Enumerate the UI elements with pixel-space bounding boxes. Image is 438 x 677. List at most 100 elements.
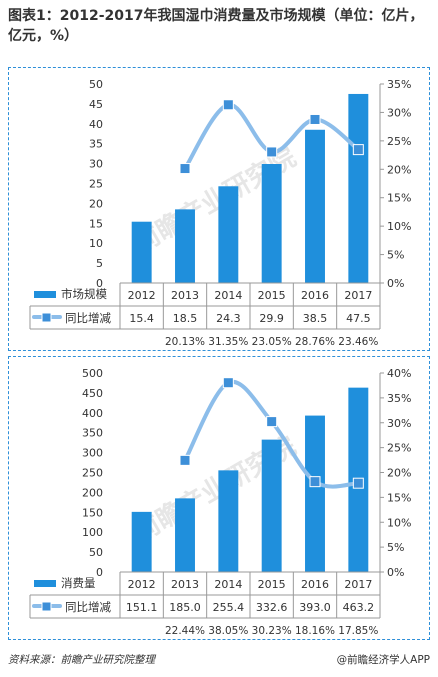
growth-point-2015 bbox=[266, 146, 278, 158]
right-axis-tick-label: 0% bbox=[387, 277, 404, 290]
growth-value-label: 38.05% bbox=[208, 625, 248, 637]
bar-value-label: 24.3 bbox=[216, 312, 241, 325]
growth-value-label: 28.76% bbox=[295, 336, 335, 348]
bar-value-label: 47.5 bbox=[346, 312, 371, 325]
right-axis-tick-label: 35% bbox=[387, 392, 411, 405]
market-size-chart-panel: 前瞻产业研究院 0 5 10 15 20 25 30 35 40 45 50 0% 5% 10% 15% 20%… bbox=[8, 67, 430, 351]
bar-2013 bbox=[175, 498, 195, 572]
bar-value-label: 15.4 bbox=[129, 312, 154, 325]
category-label: 2013 bbox=[171, 578, 199, 591]
left-axis-tick-label: 0 bbox=[96, 566, 103, 579]
growth-point-2014 bbox=[222, 99, 234, 111]
left-axis-tick-label: 100 bbox=[82, 526, 103, 539]
category-label: 2016 bbox=[301, 578, 329, 591]
growth-value-label: 20.13% bbox=[165, 336, 205, 348]
legend-label-bar: 消费量 bbox=[61, 576, 96, 590]
left-axis-tick-label: 450 bbox=[82, 387, 103, 400]
left-axis-tick-label: 50 bbox=[89, 78, 103, 91]
growth-value-label: 17.85% bbox=[338, 625, 378, 637]
growth-point-2016 bbox=[309, 476, 321, 488]
right-axis-tick-label: 25% bbox=[387, 135, 411, 148]
legend-key-bar bbox=[34, 580, 56, 587]
category-label: 2012 bbox=[128, 289, 156, 302]
right-axis-tick-label: 15% bbox=[387, 491, 411, 504]
growth-value-label: 18.16% bbox=[295, 625, 335, 637]
legend-key-marker bbox=[41, 601, 52, 612]
bar-2014 bbox=[218, 186, 239, 283]
consumption-chart: 前瞻产业研究院0501001502002503003504004505000%5… bbox=[29, 367, 411, 637]
left-axis-tick-label: 15 bbox=[89, 217, 103, 230]
left-axis-tick-label: 50 bbox=[89, 546, 103, 559]
bar-value-label: 38.5 bbox=[303, 312, 328, 325]
bar-value-label: 151.1 bbox=[126, 601, 158, 614]
category-label: 2012 bbox=[128, 578, 156, 591]
bar-value-label: 185.0 bbox=[169, 601, 201, 614]
left-axis-tick-label: 20 bbox=[89, 197, 103, 210]
bar-2015 bbox=[261, 439, 282, 572]
left-axis-tick-label: 350 bbox=[82, 427, 103, 440]
right-axis-tick-label: 30% bbox=[387, 106, 411, 119]
growth-point-2016 bbox=[309, 113, 321, 125]
growth-point-2013 bbox=[179, 454, 191, 466]
right-axis-tick-label: 25% bbox=[387, 442, 411, 455]
bar-value-label: 255.4 bbox=[213, 601, 245, 614]
legend-label-line: 同比增减 bbox=[65, 311, 111, 325]
legend-key-bar bbox=[34, 291, 56, 298]
growth-value-label: 30.23% bbox=[252, 625, 292, 637]
category-label: 2014 bbox=[214, 289, 242, 302]
category-label: 2017 bbox=[344, 578, 372, 591]
category-label: 2014 bbox=[214, 578, 242, 591]
bar-2012 bbox=[131, 221, 152, 283]
bar-value-label: 463.2 bbox=[343, 601, 375, 614]
right-axis-tick-label: 10% bbox=[387, 220, 411, 233]
left-axis-tick-label: 150 bbox=[82, 506, 103, 519]
growth-point-2017 bbox=[352, 477, 364, 489]
bar-value-label: 332.6 bbox=[256, 601, 288, 614]
left-axis-tick-label: 500 bbox=[82, 367, 103, 380]
category-label: 2015 bbox=[258, 289, 286, 302]
bar-value-label: 18.5 bbox=[173, 312, 198, 325]
bar-2016 bbox=[305, 129, 325, 283]
left-axis-tick-label: 35 bbox=[89, 138, 103, 151]
bar-value-label: 393.0 bbox=[299, 601, 331, 614]
page-title: 图表1：2012-2017年我国湿巾消费量及市场规模（单位：亿片，亿元，%） bbox=[8, 8, 424, 44]
category-label: 2013 bbox=[171, 289, 199, 302]
right-axis-tick-label: 5% bbox=[387, 249, 404, 262]
market-size-chart: 前瞻产业研究院051015202530354045500%5%10%15%20%… bbox=[29, 78, 411, 348]
right-axis-tick-label: 20% bbox=[387, 163, 411, 176]
right-axis-tick-label: 30% bbox=[387, 417, 411, 430]
bar-2016 bbox=[305, 415, 325, 572]
growth-value-label: 23.46% bbox=[338, 336, 378, 348]
consumption-chart-panel: 前瞻产业研究院 0 50 100 150 200 250 300 350 400 450 500 0% 5… bbox=[8, 356, 430, 640]
bar-2012 bbox=[131, 511, 152, 572]
legend-label-line: 同比增减 bbox=[65, 600, 111, 614]
right-axis-tick-label: 10% bbox=[387, 516, 411, 529]
category-label: 2016 bbox=[301, 289, 329, 302]
left-axis-tick-label: 30 bbox=[89, 158, 103, 171]
bar-2014 bbox=[218, 470, 239, 572]
brand-credit: @前瞻经济学人APP bbox=[336, 654, 430, 666]
left-axis-tick-label: 250 bbox=[82, 467, 103, 480]
bar-value-label: 29.9 bbox=[259, 312, 284, 325]
right-axis-tick-label: 40% bbox=[387, 367, 411, 380]
growth-value-label: 22.44% bbox=[165, 625, 205, 637]
left-axis-tick-label: 200 bbox=[82, 486, 103, 499]
source-note: 资料来源：前瞻产业研究院整理 bbox=[8, 654, 155, 666]
legend-key-marker bbox=[41, 312, 52, 323]
left-axis-tick-label: 300 bbox=[82, 447, 103, 460]
left-axis-tick-label: 25 bbox=[89, 178, 103, 191]
left-axis-tick-label: 400 bbox=[82, 407, 103, 420]
growth-point-2013 bbox=[179, 163, 191, 175]
category-label: 2015 bbox=[258, 578, 286, 591]
category-label: 2017 bbox=[344, 289, 372, 302]
left-axis-tick-label: 40 bbox=[89, 118, 103, 131]
growth-value-label: 23.05% bbox=[252, 336, 292, 348]
right-axis-tick-label: 15% bbox=[387, 192, 411, 205]
bar-2017 bbox=[348, 93, 369, 283]
growth-point-2017 bbox=[352, 144, 364, 156]
right-axis-tick-label: 20% bbox=[387, 467, 411, 480]
bar-2015 bbox=[261, 163, 282, 283]
left-axis-tick-label: 10 bbox=[89, 237, 103, 250]
left-axis-tick-label: 5 bbox=[96, 257, 103, 270]
growth-value-label: 31.35% bbox=[208, 336, 248, 348]
